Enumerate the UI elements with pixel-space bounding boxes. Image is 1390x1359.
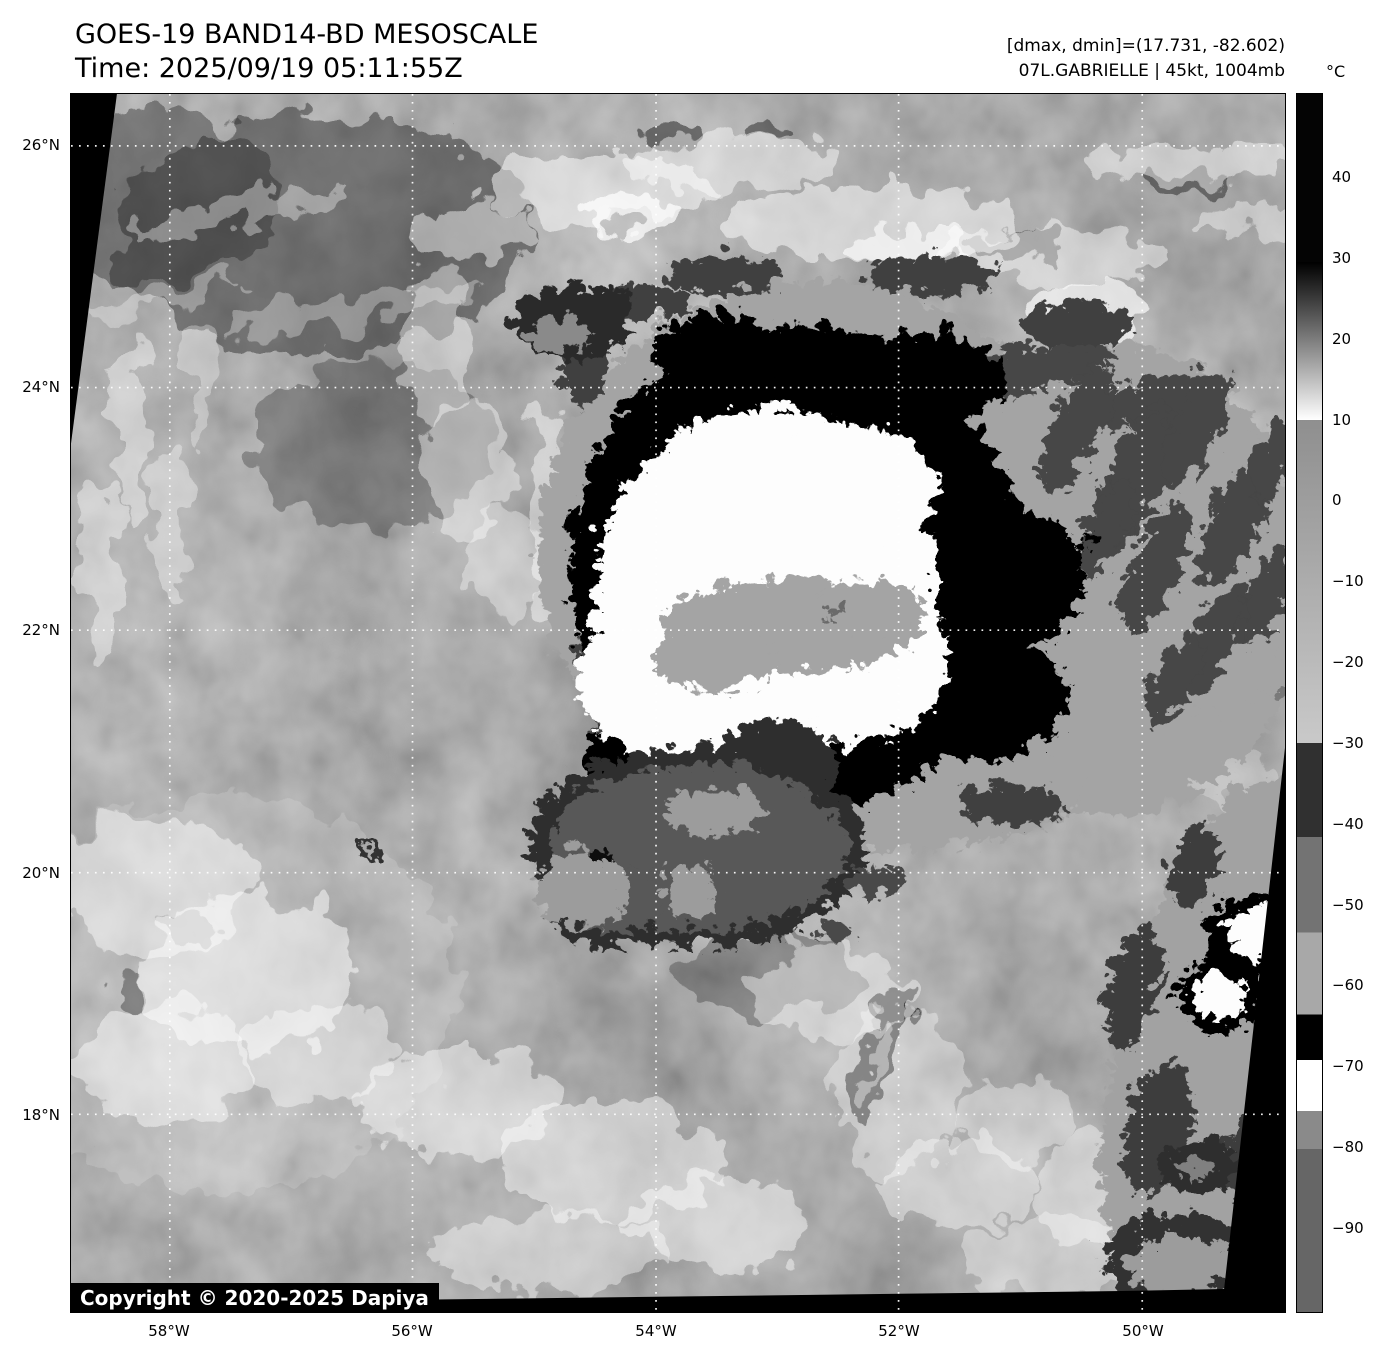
colorbar-tick-label: 30 bbox=[1332, 248, 1352, 267]
colorbar-tick-label: −60 bbox=[1332, 976, 1364, 995]
copyright-badge: Copyright © 2020-2025 Dapiya bbox=[70, 1283, 439, 1313]
title-block: GOES-19 BAND14-BD MESOSCALE Time: 2025/0… bbox=[75, 18, 538, 86]
colorbar-tick-label: −50 bbox=[1332, 895, 1364, 914]
swath-edge-wedges bbox=[71, 94, 1285, 1312]
colorbar-tick-label: −40 bbox=[1332, 814, 1364, 833]
storm-inner-gray-patch bbox=[648, 572, 918, 686]
colorbar-tick-label: −20 bbox=[1332, 653, 1364, 671]
timestamp: Time: 2025/09/19 05:11:55Z bbox=[75, 53, 463, 84]
small-cold-specks bbox=[349, 526, 1092, 855]
dmax-dmin-readout: [dmax, dmin]=(17.731, -82.602) bbox=[1006, 36, 1285, 56]
storm-core-layer bbox=[349, 248, 1285, 1303]
latitude-tick-label: 24°N bbox=[22, 378, 60, 397]
longitude-tick-label: 58°W bbox=[148, 1322, 190, 1340]
latitude-tick-label: 26°N bbox=[22, 135, 60, 154]
storm-info: 07L.GABRIELLE | 45kt, 1004mb bbox=[1018, 61, 1285, 81]
page-title: GOES-19 BAND14-BD MESOSCALE bbox=[75, 19, 539, 50]
colorbar-tick-label: −90 bbox=[1332, 1218, 1364, 1237]
latitude-axis: 26°N 24°N 22°N 20°N 18°N bbox=[0, 93, 62, 1313]
south-rainband-blob bbox=[522, 712, 896, 941]
satellite-scene bbox=[71, 94, 1285, 1312]
longitude-tick-label: 52°W bbox=[878, 1322, 920, 1340]
longitude-tick-label: 50°W bbox=[1122, 1322, 1164, 1340]
se-feeder-band bbox=[1094, 771, 1285, 1303]
graticule bbox=[71, 94, 1285, 1312]
colorbar-tick-label: −70 bbox=[1332, 1057, 1364, 1076]
longitude-axis: 58°W 56°W 54°W 52°W 50°W bbox=[70, 1322, 1286, 1344]
colorbar-unit: °C bbox=[1326, 62, 1346, 81]
colorbar-tick-label: 0 bbox=[1332, 491, 1342, 510]
longitude-tick-label: 54°W bbox=[635, 1322, 677, 1340]
colorbar-gradient bbox=[1296, 93, 1323, 1313]
colorbar-tick-label: 20 bbox=[1332, 329, 1352, 348]
colorbar-ticks: 40 30 20 10 0 −10 −20 −30 −40 −50 −60 −70 −80 −90 bbox=[1332, 93, 1388, 1313]
latitude-tick-label: 20°N bbox=[22, 863, 60, 882]
colorbar-tick-label: −30 bbox=[1332, 733, 1364, 752]
west-cold-cell bbox=[507, 277, 631, 354]
header-right: [dmax, dmin]=(17.731, -82.602) 07L.GABRI… bbox=[1007, 34, 1285, 84]
swath-wedge-top-left bbox=[71, 94, 117, 444]
cloud-patches-layer bbox=[71, 109, 1285, 1298]
colorbar-tick-label: −10 bbox=[1332, 572, 1364, 591]
storm-inner-speck bbox=[819, 598, 834, 613]
colorbar-tick-label: 40 bbox=[1332, 168, 1352, 187]
storm-ne-mottling bbox=[930, 336, 1285, 719]
colorbar-tick-label: −80 bbox=[1332, 1137, 1364, 1156]
latitude-tick-label: 22°N bbox=[22, 621, 60, 640]
satellite-map bbox=[70, 93, 1286, 1313]
latitude-tick-label: 18°N bbox=[22, 1105, 60, 1124]
longitude-tick-label: 56°W bbox=[391, 1322, 433, 1340]
colorbar-tick-label: 10 bbox=[1332, 410, 1352, 429]
